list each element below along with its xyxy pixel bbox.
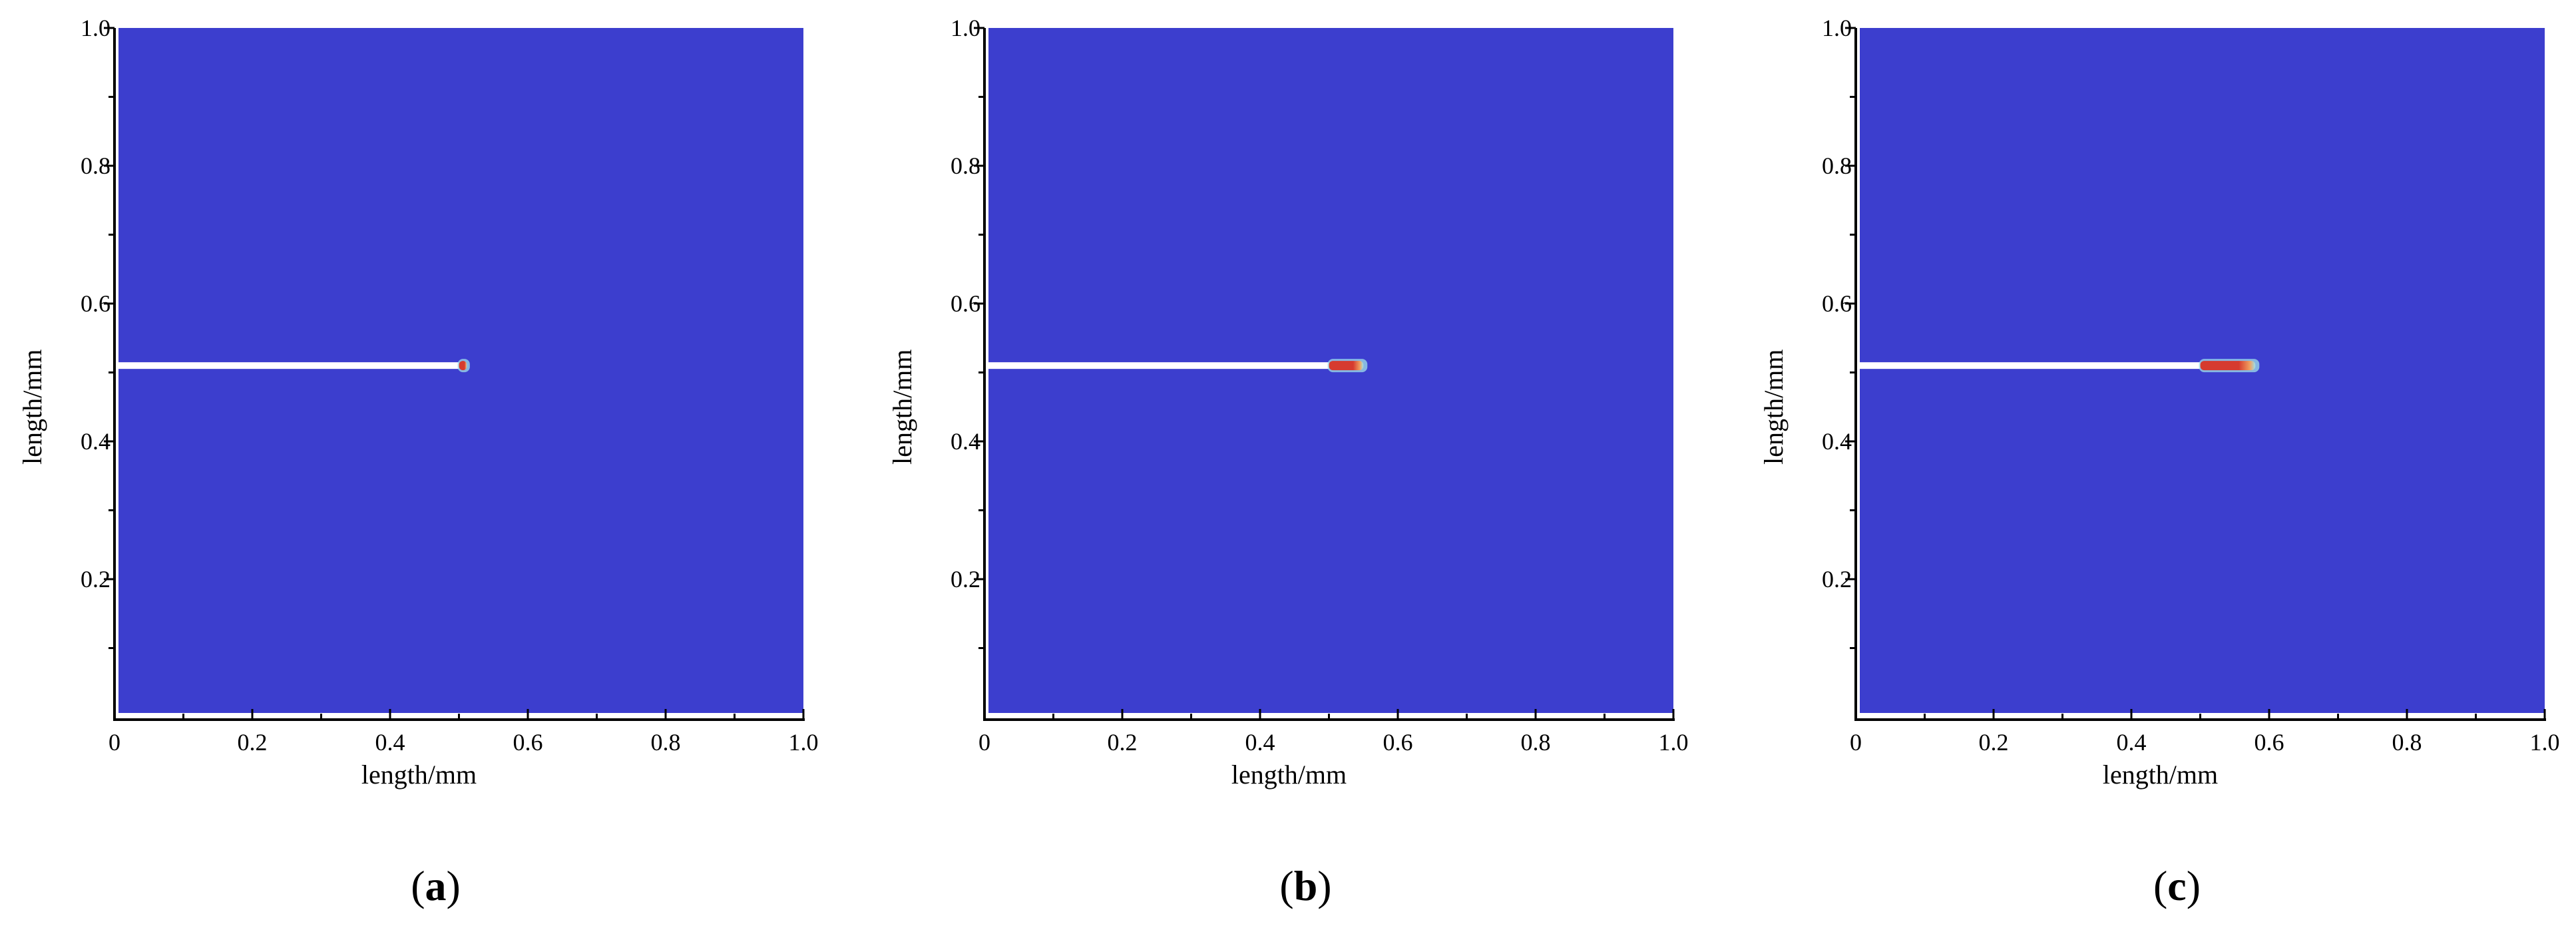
panel-label: (a) [411,862,461,909]
panel-label: (c) [2153,862,2201,909]
x-tick-label: 0.4 [2117,729,2147,756]
x-tick-label: 0.4 [1245,729,1275,756]
x-tick-label: 1.0 [1659,729,1689,756]
y-tick-label: 0.6 [81,290,110,317]
y-tick-label: 1.0 [1822,15,1852,41]
x-tick-label: 0 [978,729,990,756]
x-tick-label: 0.8 [651,729,681,756]
panel-label-letter: c [2167,862,2186,909]
x-tick-label: 0.6 [2254,729,2284,756]
x-tick-label: 0 [1850,729,1862,756]
y-axis-title: length/mm [17,349,47,465]
x-tick-label: 0.2 [1979,729,2009,756]
y-tick-label: 0.6 [951,290,980,317]
panel-b: 0 0.2 0.4 0.6 0.8 1.0 0.2 0.4 0.6 0.8 1.0 length/mm… [887,15,1689,909]
panel-label: (b) [1279,862,1331,909]
panel-label-letter: b [1294,862,1318,909]
x-tick-label: 1.0 [2530,729,2560,756]
x-axis-title: length/mm [1231,760,1347,790]
y-tick-label: 0.8 [951,152,980,179]
y-tick-label: 0.6 [1822,290,1852,317]
x-tick-label: 0.8 [2392,729,2422,756]
x-tick-label: 0.8 [1521,729,1551,756]
x-tick-label: 0 [108,729,120,756]
y-tick-label: 1.0 [951,15,980,41]
y-tick-label: 0.4 [1822,428,1852,455]
y-axis-title: length/mm [887,349,917,465]
panel-c: 0 0.2 0.4 0.6 0.8 1.0 0.2 0.4 0.6 0.8 1.0 length/mm… [1759,15,2560,909]
y-tick-label: 0.2 [951,566,980,592]
panel-label-letter: a [425,862,447,909]
y-tick-label: 0.4 [951,428,980,455]
crack-tip [459,361,467,371]
x-axis-title: length/mm [2103,760,2218,790]
x-tick-label: 0.2 [238,729,268,756]
crack-line [118,362,459,369]
y-tick-label: 0.8 [81,152,110,179]
x-tick-label: 0.6 [513,729,543,756]
crack-line [988,362,1329,369]
bottom-border [118,713,803,717]
x-tick-label: 0.4 [375,729,405,756]
y-tick-label: 0.2 [1822,566,1852,592]
y-tick-label: 0.4 [81,428,110,455]
panel-a: 0 0.2 0.4 0.6 0.8 1.0 0.2 0.4 0.6 0.8 1.0 length/mm… [17,15,819,909]
crack-tip [1329,361,1364,371]
y-tick-label: 1.0 [81,15,110,41]
y-tick-label: 0.8 [1822,152,1852,179]
bottom-border [1860,713,2545,717]
crack-tip [2200,361,2256,371]
x-tick-label: 1.0 [789,729,819,756]
x-tick-label: 0.2 [1108,729,1138,756]
x-tick-label: 0.6 [1383,729,1413,756]
y-tick-label: 0.2 [81,566,110,592]
bottom-border [988,713,1673,717]
x-axis-title: length/mm [361,760,477,790]
y-axis-title: length/mm [1759,349,1789,465]
crack-line [1860,362,2201,369]
